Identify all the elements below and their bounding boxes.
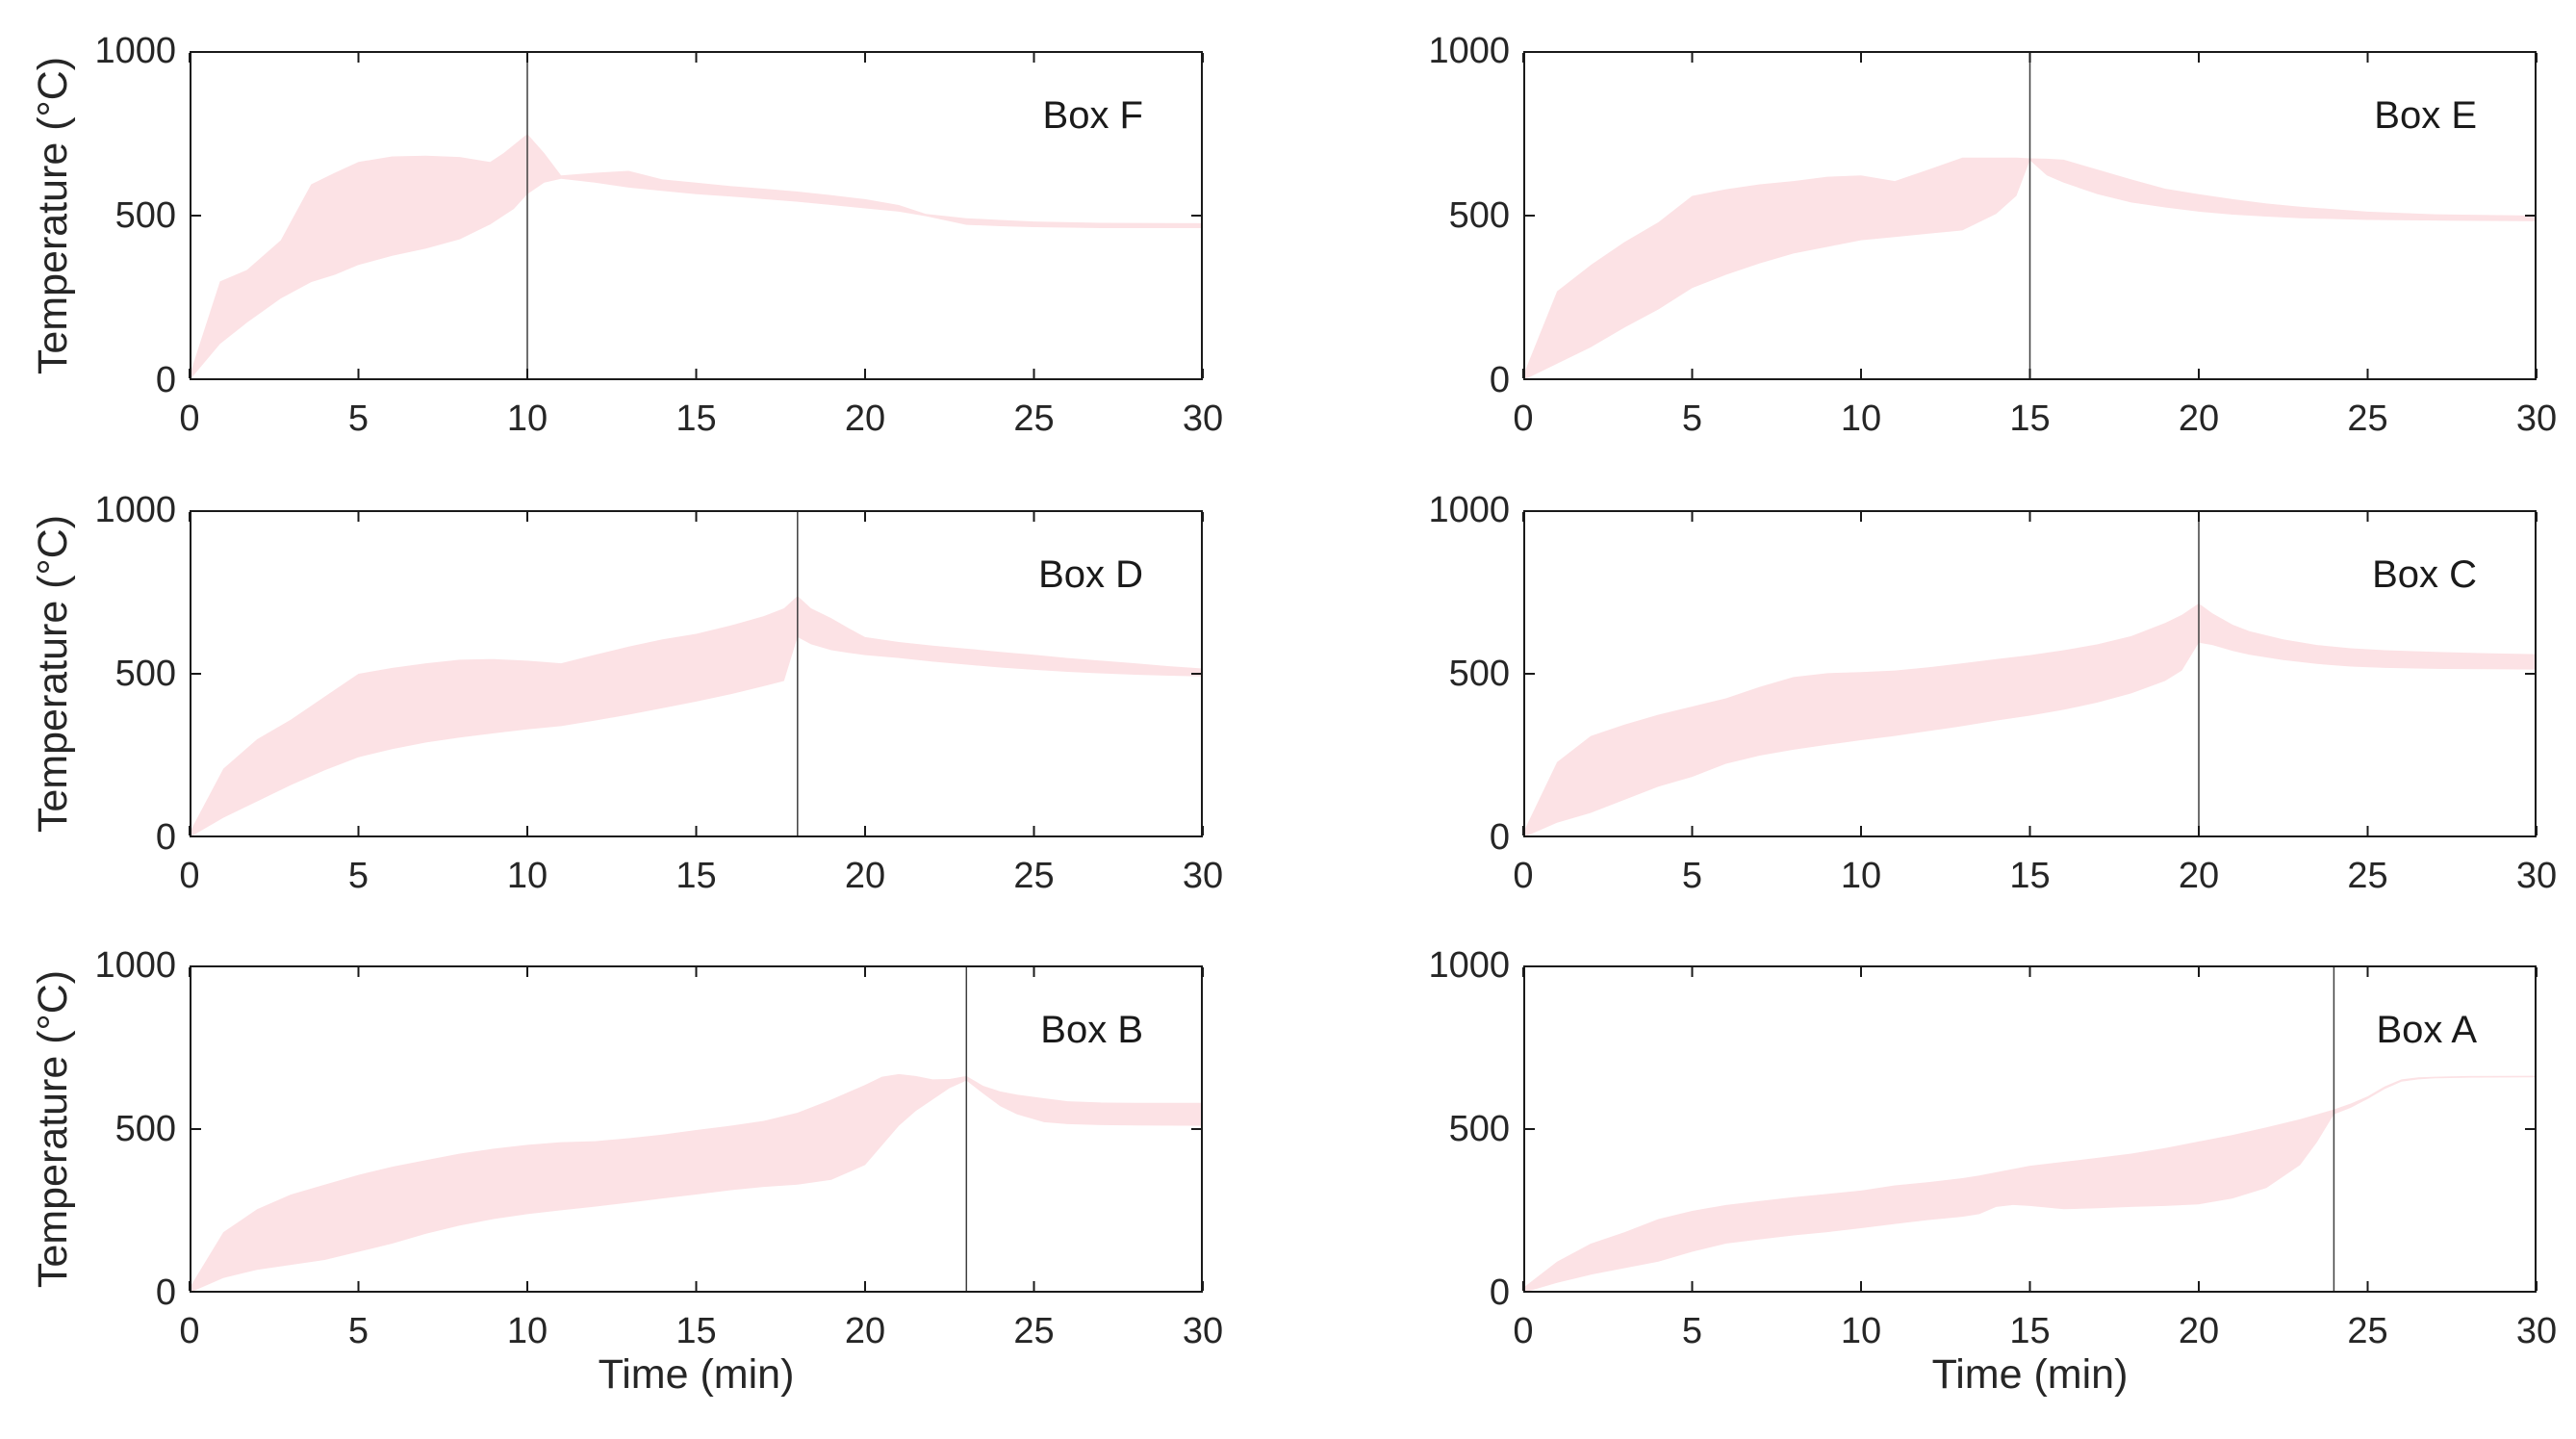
x-tick-label: 25 (1013, 856, 1055, 896)
x-tick-label: 25 (2347, 856, 2388, 896)
temperature-band-box-e (1523, 157, 2537, 380)
x-tick-label: 5 (1681, 1311, 1703, 1351)
plot-area-box-c (1522, 510, 2538, 837)
temperature-band-box-f (190, 134, 1203, 380)
x-tick-label: 30 (1182, 856, 1224, 896)
x-tick-label: 30 (2515, 1311, 2558, 1351)
axes-frame-box-a (1523, 965, 2537, 1293)
y-axis-label: Temperature (°C) (30, 56, 76, 375)
x-tick-label: 25 (2347, 398, 2388, 439)
axes-frame-box-f (190, 51, 1203, 380)
y-tick-label: 500 (115, 654, 176, 694)
plot-area-box-e (1522, 51, 2538, 380)
x-tick-label: 10 (1840, 856, 1882, 896)
x-tick-label: 5 (1681, 398, 1703, 439)
x-tick-label: 20 (844, 1311, 886, 1351)
temperature-band-box-d (190, 596, 1203, 837)
axes-frame-box-b (190, 965, 1203, 1293)
box-label-box-a: Box A (2376, 1009, 2477, 1051)
x-tick-label: 0 (179, 398, 200, 439)
y-tick-label: 0 (155, 360, 176, 400)
y-tick-label: 1000 (1428, 31, 1510, 71)
x-tick-label: 20 (2178, 1311, 2220, 1351)
x-tick-label: 5 (347, 1311, 370, 1351)
x-tick-label: 20 (844, 856, 886, 896)
y-axis-label: Temperature (°C) (30, 514, 76, 834)
x-tick-label: 15 (2009, 856, 2051, 896)
x-tick-label: 30 (1182, 1311, 1224, 1351)
x-tick-label: 0 (179, 1311, 200, 1351)
box-label-box-e: Box E (2374, 94, 2477, 137)
x-tick-label: 30 (2515, 398, 2558, 439)
y-axis-label: Temperature (°C) (30, 969, 76, 1289)
x-tick-label: 0 (1513, 1311, 1534, 1351)
subplot-box-e: 0 5 10 15 20 25 30 0 500 1000 Box E (1428, 31, 2557, 439)
temperature-band-box-a (1523, 1075, 2537, 1293)
x-tick-label: 20 (2178, 398, 2220, 439)
y-tick-label: 1000 (1428, 945, 1510, 986)
x-tick-label: 5 (347, 398, 370, 439)
temperature-band-box-b (190, 1073, 1203, 1293)
plot-area-box-d (189, 510, 1204, 837)
y-tick-label: 1000 (94, 31, 176, 71)
x-tick-label: 15 (676, 856, 717, 896)
y-tick-label: 0 (1489, 817, 1510, 858)
x-tick-label: 15 (676, 1311, 717, 1351)
y-tick-label: 1000 (94, 490, 176, 530)
y-tick-label: 0 (1489, 1272, 1510, 1313)
y-tick-label: 1000 (1428, 490, 1510, 530)
axes-frame-box-e (1523, 51, 2537, 380)
subplot-box-f: 0 5 10 15 20 25 30 0 500 1000 Box F Temperature (°C… (30, 31, 1223, 439)
x-tick-label: 25 (1013, 398, 1055, 439)
x-tick-label: 0 (1513, 398, 1534, 439)
x-tick-label: 10 (506, 1311, 548, 1351)
box-label-box-b: Box B (1040, 1009, 1143, 1051)
x-tick-label: 10 (506, 856, 548, 896)
x-tick-label: 30 (2515, 856, 2558, 896)
x-axis-label: Time (min) (1931, 1351, 2129, 1398)
plot-area-box-f (189, 51, 1204, 380)
x-tick-label: 5 (1681, 856, 1703, 896)
x-tick-label: 15 (2009, 398, 2051, 439)
x-tick-label: 20 (844, 398, 886, 439)
axes-frame-box-c (1523, 510, 2537, 837)
x-tick-label: 25 (2347, 1311, 2388, 1351)
subplot-box-b: 0 5 10 15 20 25 30 0 500 1000 Box B Temperature (°C… (30, 945, 1223, 1398)
x-tick-label: 0 (179, 856, 200, 896)
subplot-box-c: 0 5 10 15 20 25 30 0 500 1000 Box C (1428, 490, 2557, 896)
x-tick-label: 25 (1013, 1311, 1055, 1351)
temperature-band-box-c (1523, 603, 2537, 837)
x-tick-label: 0 (1513, 856, 1534, 896)
x-tick-label: 5 (347, 856, 370, 896)
box-label-box-d: Box D (1038, 553, 1143, 596)
x-tick-label: 15 (2009, 1311, 2051, 1351)
y-tick-label: 0 (155, 1272, 176, 1313)
y-tick-label: 500 (115, 195, 176, 236)
y-tick-label: 500 (1448, 195, 1510, 236)
axes-frame-box-d (190, 510, 1203, 837)
x-tick-label: 30 (1182, 398, 1224, 439)
x-tick-label: 20 (2178, 856, 2220, 896)
y-tick-label: 500 (1448, 654, 1510, 694)
subplot-box-a: 0 5 10 15 20 25 30 0 500 1000 Box A Time (min) (1428, 945, 2557, 1398)
box-label-box-f: Box F (1042, 94, 1143, 137)
y-tick-label: 0 (155, 817, 176, 858)
y-tick-label: 500 (1448, 1109, 1510, 1149)
x-tick-label: 15 (676, 398, 717, 439)
plot-area-box-b (189, 965, 1204, 1293)
box-label-box-c: Box C (2372, 553, 2477, 596)
x-axis-label: Time (min) (598, 1351, 795, 1398)
x-tick-label: 10 (1840, 398, 1882, 439)
x-tick-label: 10 (1840, 1311, 1882, 1351)
y-tick-label: 0 (1489, 360, 1510, 400)
subplot-box-d: 0 5 10 15 20 25 30 0 500 1000 Box D Temperature (°C… (30, 490, 1223, 896)
x-tick-label: 10 (506, 398, 548, 439)
y-tick-label: 500 (115, 1109, 176, 1149)
y-tick-label: 1000 (94, 945, 176, 986)
plot-area-box-a (1522, 965, 2538, 1293)
